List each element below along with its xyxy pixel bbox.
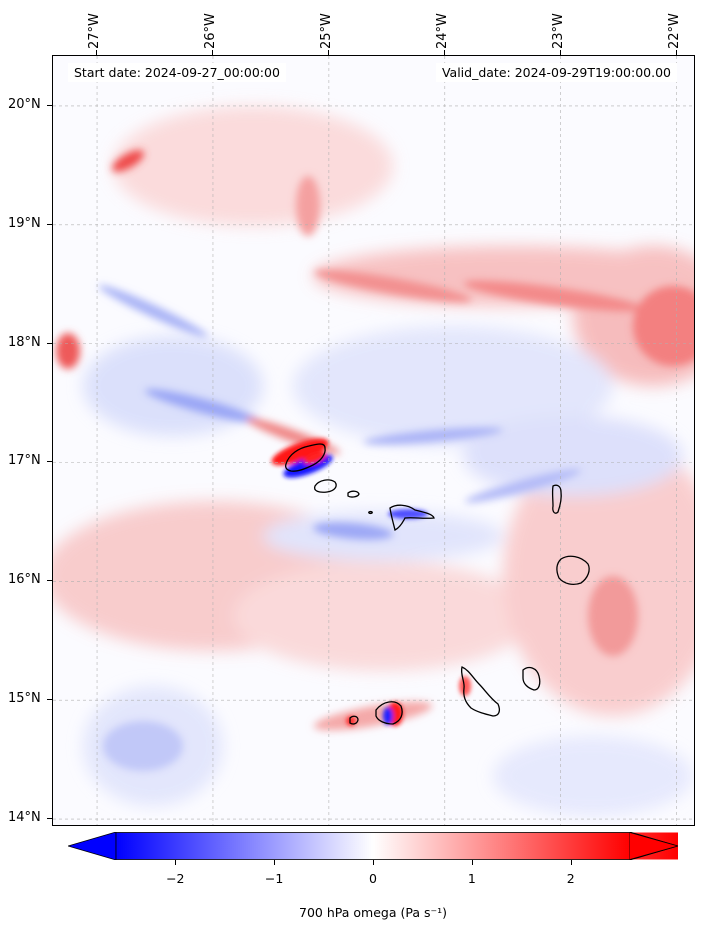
colorbar-tick-label: 1 [467, 871, 476, 886]
colorbar-tick-mark [175, 860, 177, 865]
colorbar-tick-mark [570, 860, 572, 865]
colorbar-tick-mark [274, 860, 276, 865]
lat-tick-label: 15°N [8, 691, 41, 707]
colorbar-label: 700 hPa omega (Pa s⁻¹) [299, 905, 447, 920]
start-date-label: Start date: 2024-09-27_00:00:00 [68, 63, 286, 82]
lat-tick-mark [47, 342, 52, 344]
lat-tick-label: 20°N [8, 96, 41, 112]
broad-omega-regions [53, 106, 694, 816]
island-maio [522, 666, 541, 691]
island-boa-vista [556, 555, 590, 585]
map-panel [52, 55, 695, 826]
colorbar-extend-low [68, 832, 117, 860]
lat-tick-mark [47, 104, 52, 106]
island-outlines [285, 443, 590, 725]
lat-tick-label: 14°N [8, 810, 41, 826]
colorbar-tick-label: −1 [264, 871, 284, 886]
colorbar-tick-label: 2 [566, 871, 575, 886]
island-santiago [460, 666, 500, 717]
lat-tick-mark [47, 580, 52, 582]
lon-tick-mark [559, 50, 561, 55]
omega-streaks [56, 150, 694, 771]
lon-tick-mark [443, 50, 445, 55]
lon-tick-mark [675, 50, 677, 55]
lon-tick-mark [327, 50, 329, 55]
lat-tick-label: 19°N [8, 215, 41, 231]
island-sao-nicolau [389, 504, 435, 531]
lat-tick-mark [47, 223, 52, 225]
lat-tick-label: 18°N [8, 334, 41, 350]
island-branco [368, 510, 373, 515]
omega-field-map [53, 56, 694, 825]
lat-tick-mark [47, 699, 52, 701]
colorbar-tick-mark [373, 860, 374, 865]
valid-date-label: Valid_date: 2024-09-29T19:00:00.00 [435, 63, 677, 82]
island-fogo [375, 701, 403, 725]
lon-tick-label: 27°W [87, 13, 103, 49]
lat-tick-mark [47, 461, 52, 463]
lon-tick-label: 23°W [550, 13, 566, 49]
lat-tick-mark [47, 818, 52, 820]
omega-colorbar [68, 832, 678, 860]
lon-tick-label: 22°W [666, 13, 682, 49]
island-brava [349, 715, 359, 725]
lat-tick-label: 17°N [8, 453, 41, 469]
colorbar-tick-label: 0 [369, 871, 377, 886]
lat-tick-label: 16°N [8, 572, 41, 588]
island-santo-antao [285, 443, 326, 472]
lon-tick-mark [96, 50, 98, 55]
lon-tick-label: 25°W [318, 13, 334, 49]
colorbar-tick-label: −2 [166, 871, 185, 886]
island-sao-vicente [313, 479, 337, 493]
map-gridlines [53, 56, 694, 825]
colorbar-tick-mark [471, 860, 473, 865]
lon-tick-mark [211, 50, 213, 55]
lon-tick-label: 24°W [434, 13, 450, 49]
lon-tick-label: 26°W [202, 13, 218, 49]
island-sal [551, 484, 562, 514]
island-santa-luzia [347, 490, 360, 498]
